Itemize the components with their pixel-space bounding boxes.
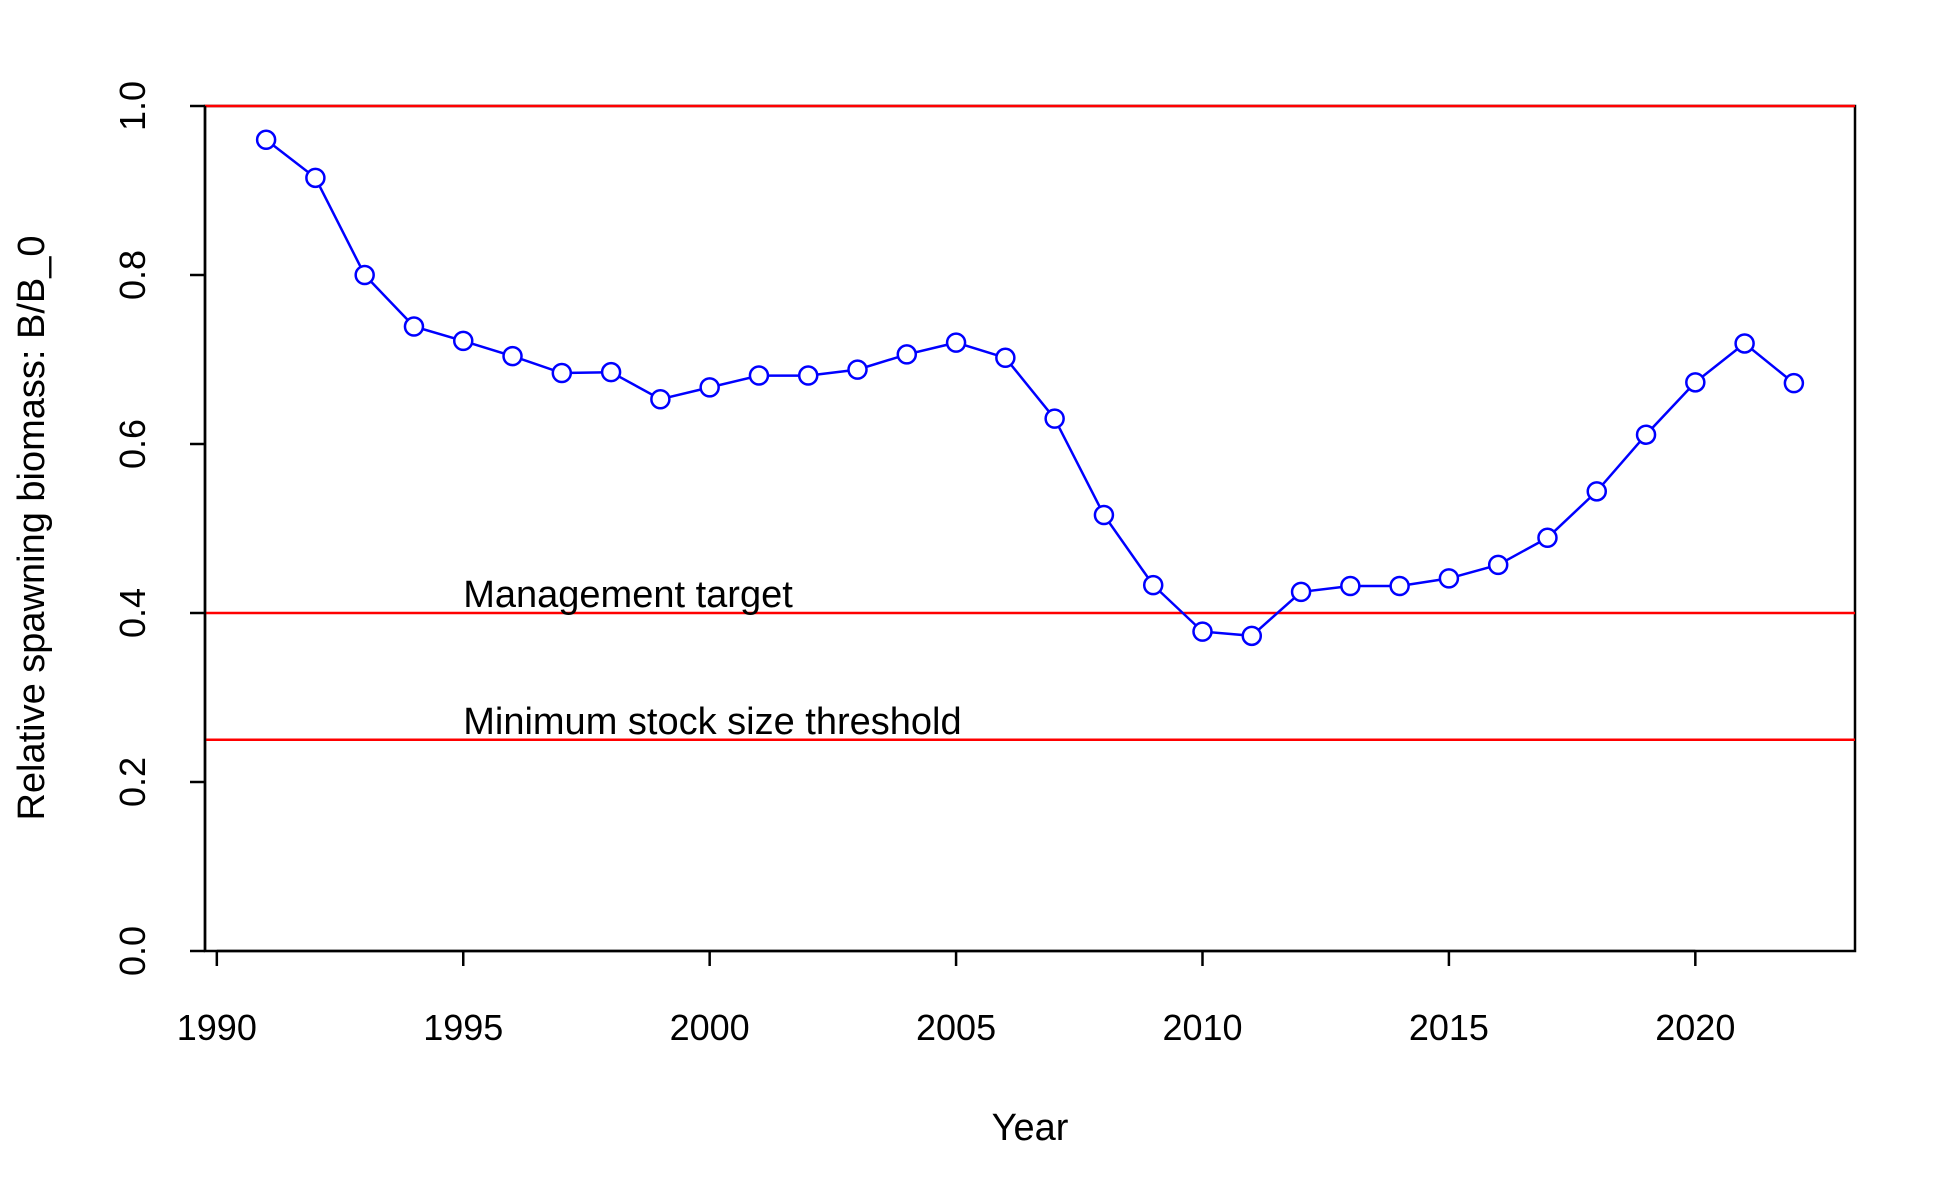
data-point [797, 365, 819, 386]
data-point [1734, 333, 1755, 354]
y-tick-label: 0.4 [112, 588, 153, 638]
data-point [1783, 372, 1805, 394]
data-point [1093, 504, 1115, 526]
y-tick-label: 0.0 [112, 926, 153, 976]
x-tick-label: 2020 [1655, 1007, 1735, 1048]
y-tick-label: 0.8 [112, 250, 153, 300]
data-point [847, 359, 868, 380]
data-point [650, 388, 671, 410]
data-point [699, 377, 720, 398]
data-point [748, 365, 770, 386]
y-axis: 0.0 0.2 0.4 0.6 0.8 1.0 [112, 81, 207, 976]
y-tick-label: 0.6 [112, 419, 153, 469]
plot-frame [203, 104, 1857, 953]
data-point [995, 347, 1016, 369]
data-point [1290, 581, 1312, 603]
x-tick-label: 2015 [1409, 1007, 1489, 1048]
data-point [1142, 574, 1164, 596]
x-axis: 1990 1995 2000 2005 2010 2015 2020 [177, 949, 1735, 1048]
data-point [1340, 575, 1361, 597]
data-point [1487, 554, 1509, 576]
data-point [1685, 372, 1706, 393]
data-point [1635, 424, 1657, 445]
data-point [1044, 408, 1065, 429]
y-axis-title: Relative spawning biomass: B/B_0 [11, 235, 53, 820]
data-point [896, 344, 918, 365]
series-layer [255, 129, 1805, 647]
data-point [305, 167, 326, 189]
data-point [354, 264, 375, 286]
x-tick-label: 2000 [670, 1007, 750, 1048]
series-line-0 [265, 138, 1795, 638]
data-point [452, 330, 474, 352]
data-point [945, 332, 967, 353]
y-tick-label: 0.2 [112, 757, 153, 807]
y-tick-label: 1.0 [112, 81, 153, 131]
x-tick-label: 2005 [916, 1007, 996, 1048]
x-tick-label: 1995 [423, 1007, 503, 1048]
x-tick-label: 1990 [177, 1007, 257, 1048]
data-point [1537, 527, 1558, 549]
data-point [551, 362, 573, 384]
annotation-0: Management target [463, 574, 793, 616]
data-point [255, 129, 277, 151]
data-point [1241, 625, 1263, 647]
data-point [502, 345, 523, 367]
data-point [1389, 575, 1410, 597]
data-point [1438, 568, 1460, 589]
data-point [403, 316, 425, 337]
data-point [600, 361, 622, 383]
data-point [1586, 481, 1608, 502]
data-point [1192, 621, 1213, 642]
annotation-1: Minimum stock size threshold [463, 701, 961, 743]
x-tick-label: 2010 [1162, 1007, 1242, 1048]
x-axis-title: Year [992, 1107, 1069, 1149]
annotations: Management target Minimum stock size thre… [463, 574, 961, 743]
reference-lines [205, 104, 1855, 741]
